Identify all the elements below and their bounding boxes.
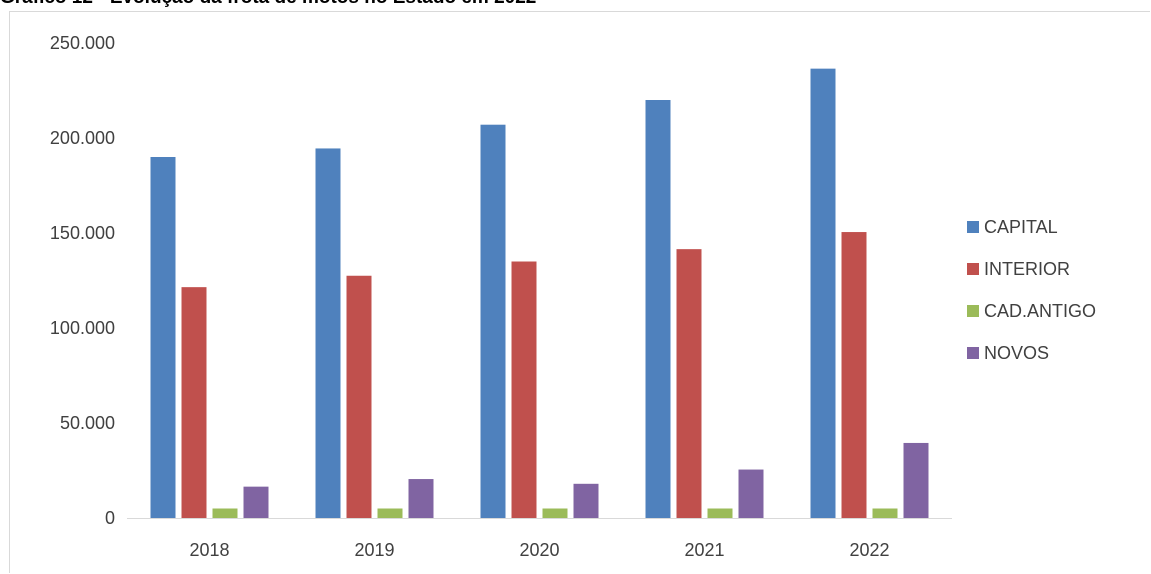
bar-cad-antigo-2019 xyxy=(377,508,403,518)
x-tick-label: 2020 xyxy=(519,540,559,560)
bar-capital-2021 xyxy=(645,100,671,518)
y-tick-label: 100.000 xyxy=(50,318,115,338)
bar-interior-2021 xyxy=(676,249,702,518)
legend: CAPITAL INTERIOR CAD.ANTIGO NOVOS xyxy=(967,217,1096,363)
legend-swatch-capital xyxy=(967,221,979,233)
legend-label-capital: CAPITAL xyxy=(984,217,1058,237)
legend-label-interior: INTERIOR xyxy=(984,259,1070,279)
legend-label-cad-antigo: CAD.ANTIGO xyxy=(984,301,1096,321)
bar-interior-2018 xyxy=(181,287,207,518)
legend-swatch-interior xyxy=(967,263,979,275)
x-tick-label: 2019 xyxy=(354,540,394,560)
y-axis: 0 50.000 100.000 150.000 200.000 250.000 xyxy=(50,33,115,528)
x-tick-label: 2018 xyxy=(189,540,229,560)
x-tick-label: 2021 xyxy=(684,540,724,560)
bar-capital-2019 xyxy=(315,148,341,518)
bar-novos-2021 xyxy=(738,469,764,518)
y-tick-label: 150.000 xyxy=(50,223,115,243)
bar-interior-2020 xyxy=(511,261,537,518)
y-tick-label: 200.000 xyxy=(50,128,115,148)
x-axis: 2018 2019 2020 2021 2022 xyxy=(189,540,889,560)
bar-interior-2022 xyxy=(841,232,867,519)
bar-novos-2018 xyxy=(243,486,269,518)
bar-cad-antigo-2018 xyxy=(212,508,238,518)
bar-cad-antigo-2020 xyxy=(542,508,568,518)
bar-interior-2019 xyxy=(346,275,372,518)
x-tick-label: 2022 xyxy=(849,540,889,560)
bar-capital-2018 xyxy=(150,157,176,518)
chart-title: Gráfico 12 - Evolução da frota de motos … xyxy=(0,0,536,9)
bar-cad-antigo-2021 xyxy=(707,508,733,518)
bars xyxy=(150,68,929,519)
chart-frame xyxy=(9,11,1150,573)
bar-novos-2020 xyxy=(573,483,599,518)
bar-novos-2019 xyxy=(408,479,434,518)
bar-cad-antigo-2022 xyxy=(872,508,898,518)
y-tick-label: 50.000 xyxy=(60,413,115,433)
y-tick-label: 0 xyxy=(105,508,115,528)
bar-novos-2022 xyxy=(903,442,929,518)
bar-capital-2022 xyxy=(810,68,836,519)
legend-label-novos: NOVOS xyxy=(984,343,1049,363)
y-tick-label: 250.000 xyxy=(50,33,115,53)
bar-capital-2020 xyxy=(480,124,506,518)
legend-swatch-cad-antigo xyxy=(967,305,979,317)
legend-swatch-novos xyxy=(967,347,979,359)
